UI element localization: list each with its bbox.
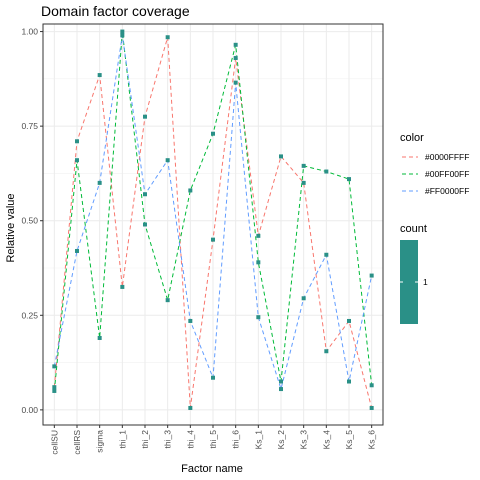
data-point bbox=[165, 158, 170, 163]
data-point bbox=[211, 131, 215, 136]
data-point bbox=[211, 237, 215, 242]
data-point bbox=[301, 180, 306, 185]
x-tick-label: thi_1 bbox=[117, 430, 127, 449]
x-tick-label: Ks_1 bbox=[253, 430, 263, 450]
data-point bbox=[369, 273, 374, 278]
data-point bbox=[188, 318, 193, 323]
x-tick-label: thi_4 bbox=[185, 430, 195, 449]
plot-grid bbox=[43, 24, 383, 425]
legend-color-title: color bbox=[400, 132, 424, 144]
x-axis: cellSU cellRS sigma thi_1 thi_2 thi_3 thi_4 thi… bbox=[49, 425, 377, 455]
legend-count-label: 1 bbox=[423, 277, 428, 287]
data-point bbox=[256, 233, 261, 238]
y-axis-title: Relative value bbox=[5, 193, 17, 262]
data-point bbox=[165, 298, 170, 303]
data-point bbox=[75, 139, 79, 144]
data-point bbox=[143, 114, 147, 119]
x-tick-label: Ks_6 bbox=[367, 430, 377, 450]
data-point bbox=[233, 42, 238, 47]
x-axis-title: Factor name bbox=[181, 463, 243, 475]
x-tick-label: Ks_3 bbox=[299, 430, 309, 450]
x-tick-label: Ks_4 bbox=[321, 430, 331, 450]
data-point bbox=[369, 383, 374, 388]
data-point bbox=[143, 222, 147, 227]
x-tick-label: thi_6 bbox=[231, 430, 241, 449]
data-point bbox=[324, 349, 329, 354]
data-point bbox=[165, 35, 170, 40]
x-tick-label: thi_5 bbox=[208, 430, 218, 449]
x-tick-label: thi_2 bbox=[140, 430, 150, 449]
data-point bbox=[256, 315, 261, 320]
legend-label: #0000FFFF bbox=[425, 152, 469, 162]
data-point bbox=[97, 73, 102, 78]
data-point bbox=[188, 405, 193, 410]
y-tick-label: 0.50 bbox=[21, 216, 38, 226]
data-point bbox=[256, 260, 261, 265]
data-point bbox=[52, 388, 57, 393]
data-point bbox=[324, 252, 329, 257]
y-tick-label: 0.00 bbox=[21, 405, 38, 415]
data-point bbox=[301, 296, 306, 301]
x-tick-label: cellSU bbox=[49, 430, 59, 455]
y-tick-label: 0.25 bbox=[21, 310, 38, 320]
data-point bbox=[279, 387, 283, 392]
data-point bbox=[52, 385, 57, 390]
data-point bbox=[324, 169, 329, 174]
data-point bbox=[347, 318, 351, 323]
data-point bbox=[52, 364, 57, 369]
y-tick-label: 1.00 bbox=[21, 27, 38, 37]
data-point bbox=[279, 154, 283, 159]
data-point bbox=[120, 284, 125, 289]
data-point bbox=[347, 177, 351, 182]
x-tick-label: Ks_2 bbox=[276, 430, 286, 450]
data-point bbox=[301, 163, 306, 168]
data-point bbox=[97, 180, 102, 185]
legend-label: #00FF00FF bbox=[425, 169, 469, 179]
x-tick-label: sigma bbox=[95, 430, 105, 453]
data-point bbox=[75, 158, 79, 163]
chart-title: Domain factor coverage bbox=[41, 3, 190, 19]
x-tick-label: cellRS bbox=[72, 430, 82, 455]
data-point bbox=[211, 375, 215, 380]
x-tick-label: thi_3 bbox=[163, 430, 173, 449]
y-axis: 0.00 0.25 0.50 0.75 1.00 bbox=[21, 27, 43, 415]
data-point bbox=[97, 335, 102, 340]
legend-count-title: count bbox=[400, 223, 427, 235]
data-points bbox=[52, 29, 374, 410]
legend: color#0000FFFF #00FF00FF #FF0000FF count 1 bbox=[400, 132, 469, 324]
data-point bbox=[279, 379, 283, 384]
legend-count-bar bbox=[400, 240, 418, 324]
data-point bbox=[369, 405, 374, 410]
data-point bbox=[188, 188, 193, 193]
data-point bbox=[120, 29, 125, 34]
data-point bbox=[233, 80, 238, 85]
data-point bbox=[143, 192, 147, 197]
data-point bbox=[120, 33, 125, 38]
data-point bbox=[233, 56, 238, 61]
data-point bbox=[75, 248, 79, 253]
y-tick-label: 0.75 bbox=[21, 121, 38, 131]
x-tick-label: Ks_5 bbox=[344, 430, 354, 450]
legend-label: #FF0000FF bbox=[425, 186, 469, 196]
data-point bbox=[347, 379, 351, 384]
